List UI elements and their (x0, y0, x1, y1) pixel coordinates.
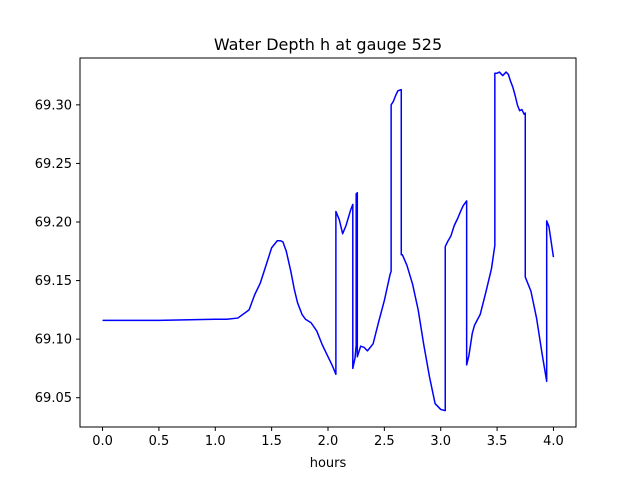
y-axis: 69.05 69.10 69.15 69.20 69.25 69.30 (35, 98, 80, 406)
x-axis: 0.0 0.5 1.0 1.5 2.0 2.5 3.0 3.5 4.0 (92, 427, 564, 449)
x-axis-label: hours (310, 456, 347, 471)
y-tick-label: 69.25 (35, 157, 72, 172)
chart-title: Water Depth h at gauge 525 (214, 35, 442, 54)
x-tick-label: 0.5 (149, 434, 170, 449)
x-tick-label: 1.0 (205, 434, 226, 449)
series-line-0 (102, 71, 555, 412)
plot-area (102, 71, 555, 412)
x-tick-label: 0.0 (92, 434, 113, 449)
x-tick-label: 1.5 (261, 434, 282, 449)
x-tick-label: 3.0 (430, 434, 451, 449)
x-tick-label: 3.5 (487, 434, 508, 449)
y-tick-label: 69.20 (35, 216, 72, 231)
y-tick-label: 69.30 (35, 98, 72, 113)
y-tick-label: 69.15 (35, 274, 72, 289)
y-tick-label: 69.10 (35, 333, 72, 348)
x-tick-label: 4.0 (543, 434, 564, 449)
y-tick-label: 69.05 (35, 391, 72, 406)
x-tick-label: 2.0 (318, 434, 339, 449)
x-tick-label: 2.5 (374, 434, 395, 449)
